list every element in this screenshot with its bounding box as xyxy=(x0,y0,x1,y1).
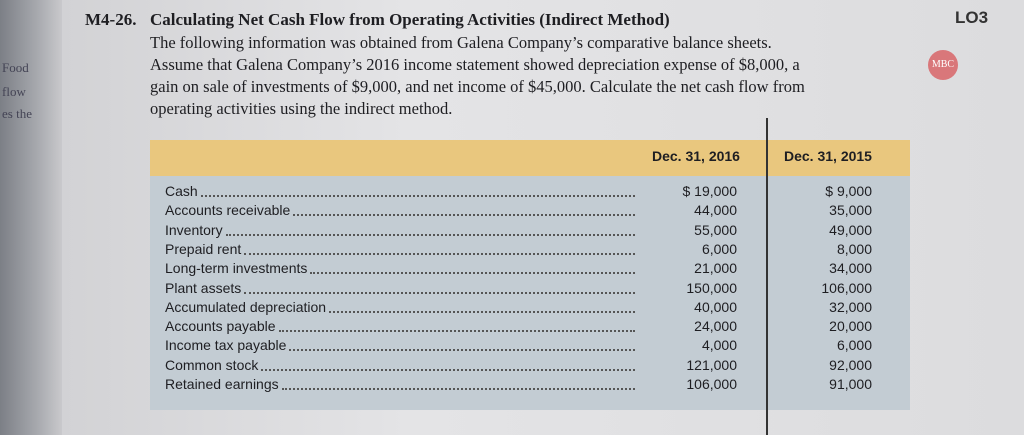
table-row: Retained earnings 106,000 91,000 xyxy=(165,376,875,394)
row-label: Long-term investments xyxy=(165,260,308,277)
dot-leader xyxy=(289,349,635,352)
row-label: Accounts receivable xyxy=(165,202,291,219)
dot-leader xyxy=(310,272,635,275)
cell-value: 34,000 xyxy=(829,260,872,277)
row-label: Retained earnings xyxy=(165,376,279,392)
margin-fragment: es the xyxy=(2,106,32,121)
table-row: Prepaid rent 6,000 8,000 xyxy=(165,241,875,259)
cell-value: $ 19,000 xyxy=(682,183,738,199)
table-row: Inventory 55,000 49,000 xyxy=(165,222,875,240)
cell-value: 92,000 xyxy=(829,356,872,373)
cell-value: 121,000 xyxy=(686,356,737,373)
learning-objective: LO3 xyxy=(955,8,989,27)
cell-value: 106,000 xyxy=(821,279,872,296)
table-header xyxy=(150,140,910,176)
column-divider xyxy=(766,118,768,435)
row-label: Inventory xyxy=(165,221,223,238)
row-label: Cash xyxy=(165,183,198,199)
table-row: Plant assets 150,000 106,000 xyxy=(165,280,875,298)
dot-leader xyxy=(329,310,635,313)
cell-value: 49,000 xyxy=(829,221,872,238)
cell-value: 24,000 xyxy=(694,318,737,335)
body-line: operating activities using the indirect … xyxy=(150,99,453,118)
cell-value: 20,000 xyxy=(829,318,872,335)
dot-leader xyxy=(279,330,635,333)
cell-value: 106,000 xyxy=(686,376,737,392)
cell-value: $ 9,000 xyxy=(825,183,872,199)
cell-value: 21,000 xyxy=(694,260,737,277)
table-row: Accumulated depreciation 40,000 32,000 xyxy=(165,299,875,317)
row-label: Income tax payable xyxy=(165,337,287,354)
row-label: Plant assets xyxy=(165,279,242,296)
dot-leader xyxy=(261,368,635,371)
table-row: Cash $ 19,000 $ 9,000 xyxy=(165,183,875,201)
row-label: Accumulated depreciation xyxy=(165,298,327,315)
table-row: Income tax payable 4,000 6,000 xyxy=(165,337,875,355)
dot-leader xyxy=(201,195,635,197)
dot-leader xyxy=(244,252,635,255)
cell-value: 55,000 xyxy=(694,221,737,238)
row-label: Accounts payable xyxy=(165,318,276,335)
table-row: Common stock 121,000 92,000 xyxy=(165,357,875,375)
page-gutter xyxy=(0,0,62,435)
dot-leader xyxy=(244,291,635,294)
body-line: Assume that Galena Company’s 2016 income… xyxy=(150,55,800,74)
cell-value: 32,000 xyxy=(829,298,872,315)
dot-leader xyxy=(226,233,635,236)
cell-value: 6,000 xyxy=(701,240,737,257)
table-row: Long-term investments 21,000 34,000 xyxy=(165,260,875,278)
margin-fragment: Food xyxy=(2,60,29,75)
column-header: Dec. 31, 2016 xyxy=(652,148,740,164)
body-line: gain on sale of investments of $9,000, a… xyxy=(150,77,805,96)
badge: MBC xyxy=(928,50,958,80)
cell-value: 35,000 xyxy=(829,202,872,219)
margin-fragment: flow xyxy=(2,84,26,99)
row-label: Prepaid rent xyxy=(165,240,242,257)
cell-value: 6,000 xyxy=(836,337,872,354)
column-header: Dec. 31, 2015 xyxy=(784,148,872,164)
cell-value: 44,000 xyxy=(694,202,737,219)
cell-value: 8,000 xyxy=(836,240,872,257)
table-row: Accounts payable 24,000 20,000 xyxy=(165,318,875,336)
cell-value: 91,000 xyxy=(829,376,872,392)
problem-number: M4-26. xyxy=(85,10,137,29)
problem-title: Calculating Net Cash Flow from Operating… xyxy=(150,10,670,29)
dot-leader xyxy=(282,388,635,390)
body-line: The following information was obtained f… xyxy=(150,33,772,52)
row-label: Common stock xyxy=(165,356,259,373)
cell-value: 40,000 xyxy=(694,298,737,315)
cell-value: 150,000 xyxy=(686,279,737,296)
table-row: Accounts receivable 44,000 35,000 xyxy=(165,202,875,220)
cell-value: 4,000 xyxy=(701,337,737,354)
dot-leader xyxy=(293,214,635,217)
